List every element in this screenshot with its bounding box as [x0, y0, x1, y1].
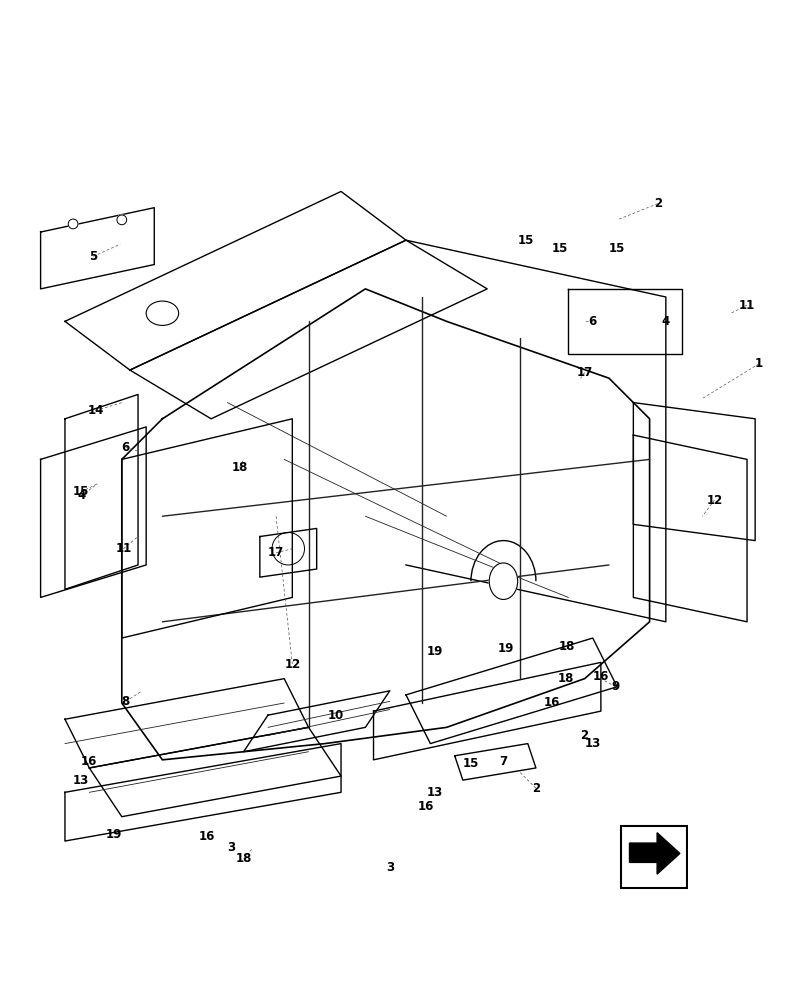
Text: 17: 17 [268, 546, 284, 559]
Text: 4: 4 [661, 315, 669, 328]
Text: 8: 8 [122, 695, 130, 708]
Text: 16: 16 [592, 670, 608, 683]
Text: 15: 15 [608, 242, 624, 255]
Text: 2: 2 [580, 729, 588, 742]
Text: 2: 2 [531, 782, 539, 795]
Text: 6: 6 [122, 441, 130, 454]
Text: 19: 19 [427, 645, 443, 658]
Text: 18: 18 [557, 672, 573, 685]
Ellipse shape [488, 563, 517, 599]
Text: 14: 14 [88, 404, 104, 417]
Text: 12: 12 [284, 658, 300, 671]
Text: 1: 1 [754, 357, 762, 370]
Circle shape [117, 215, 127, 225]
Text: 10: 10 [327, 709, 343, 722]
Text: 13: 13 [73, 774, 89, 787]
Text: 3: 3 [227, 841, 235, 854]
Text: 18: 18 [558, 640, 574, 653]
Text: 15: 15 [73, 485, 89, 498]
Ellipse shape [146, 301, 178, 325]
Text: 6: 6 [588, 315, 596, 328]
Text: 19: 19 [105, 828, 122, 841]
Text: 15: 15 [462, 757, 478, 770]
Text: 17: 17 [576, 366, 592, 379]
Text: 13: 13 [584, 737, 600, 750]
Text: 4: 4 [77, 489, 85, 502]
Text: 7: 7 [499, 755, 507, 768]
Text: 2: 2 [653, 197, 661, 210]
Text: 3: 3 [385, 861, 393, 874]
Text: 11: 11 [738, 299, 754, 312]
Text: 16: 16 [543, 696, 560, 710]
Text: 18: 18 [235, 852, 251, 865]
Text: 9: 9 [611, 680, 619, 693]
Text: 12: 12 [706, 493, 722, 506]
Text: 15: 15 [551, 242, 568, 255]
Circle shape [68, 219, 78, 229]
Text: 15: 15 [517, 234, 534, 247]
Text: 16: 16 [199, 830, 215, 843]
Text: 19: 19 [497, 642, 513, 655]
Text: 11: 11 [115, 542, 131, 555]
Text: 5: 5 [89, 250, 97, 263]
Text: 13: 13 [426, 786, 442, 799]
Text: 16: 16 [418, 800, 434, 813]
Text: 16: 16 [81, 755, 97, 768]
Text: 18: 18 [231, 461, 247, 474]
